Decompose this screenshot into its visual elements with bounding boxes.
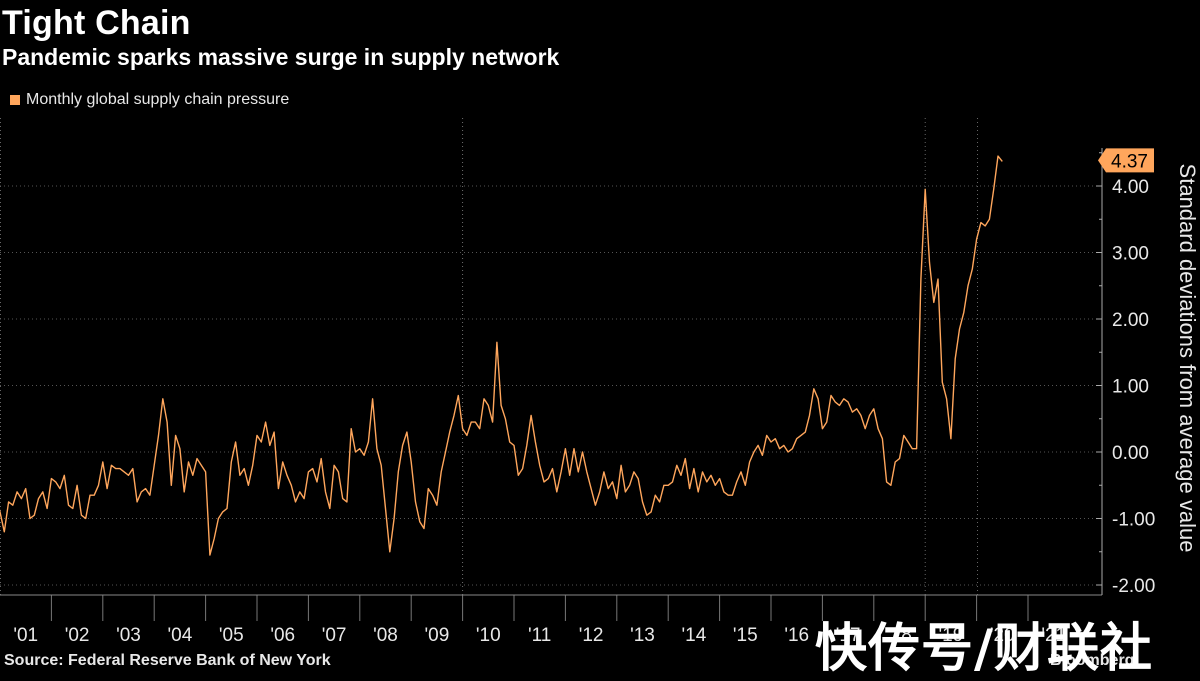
chart-title: Tight Chain (2, 4, 191, 42)
watermark: 快传号/财联社 (815, 619, 1153, 679)
x-tick-label: '18 (887, 625, 912, 646)
x-tick-label: '02 (65, 625, 90, 646)
y-tick-label: 3.00 (1112, 244, 1149, 265)
x-tick-label: '20 (990, 625, 1015, 646)
y-tick-label: 4.00 (1112, 177, 1149, 198)
y-axis-title: Standard deviations from average value (1175, 164, 1200, 553)
line-layer (0, 155, 1003, 556)
x-tick-label: '16 (784, 625, 809, 646)
x-tick-label: '12 (579, 625, 604, 646)
legend-label: Monthly global supply chain pressure (26, 91, 290, 108)
x-tick-label: '10 (476, 625, 501, 646)
x-tick-label: '07 (322, 625, 347, 646)
y-tick-label: 2.00 (1112, 310, 1149, 331)
y-tick-label: -1.00 (1112, 510, 1155, 531)
x-tick-label: '03 (116, 625, 141, 646)
x-tick-label: '14 (682, 625, 707, 646)
x-tick-label: '15 (733, 625, 758, 646)
legend: Monthly global supply chain pressure (10, 91, 289, 109)
x-tick-label: '17 (836, 625, 861, 646)
x-tick-label: '13 (630, 625, 655, 646)
x-tick-label: '09 (425, 625, 450, 646)
y-tick-label: 0.00 (1112, 443, 1149, 464)
last-value-tag (1098, 148, 1154, 173)
chart-subtitle: Pandemic sparks massive surge in supply … (2, 44, 560, 70)
x-tick-label: '08 (373, 625, 398, 646)
x-tick-label: '04 (168, 625, 193, 646)
x-tick-label: '05 (219, 625, 244, 646)
y-tick-label: 1.00 (1112, 377, 1149, 398)
x-tick-label: '21 (1041, 625, 1066, 646)
legend-swatch (10, 95, 20, 105)
x-tick-label: '11 (528, 625, 551, 646)
series-line (0, 155, 1003, 556)
brand-logo: Bloomberg (1050, 652, 1135, 669)
grid-layer (0, 118, 1102, 595)
label-layer: '01 '02 '03 '04 '05 '06 '07 '08 '09 '10 '11 '12 '13 '… (13, 148, 1200, 646)
y-tick-label: -2.00 (1112, 576, 1155, 597)
x-tick-label: '06 (270, 625, 295, 646)
last-value-label: 4.37 (1111, 151, 1148, 172)
x-tick-label: '01 (13, 625, 38, 646)
x-tick-label: '19 (939, 625, 964, 646)
axis-layer (0, 148, 1103, 621)
source-note: Source: Federal Reserve Bank of New York (4, 652, 331, 669)
